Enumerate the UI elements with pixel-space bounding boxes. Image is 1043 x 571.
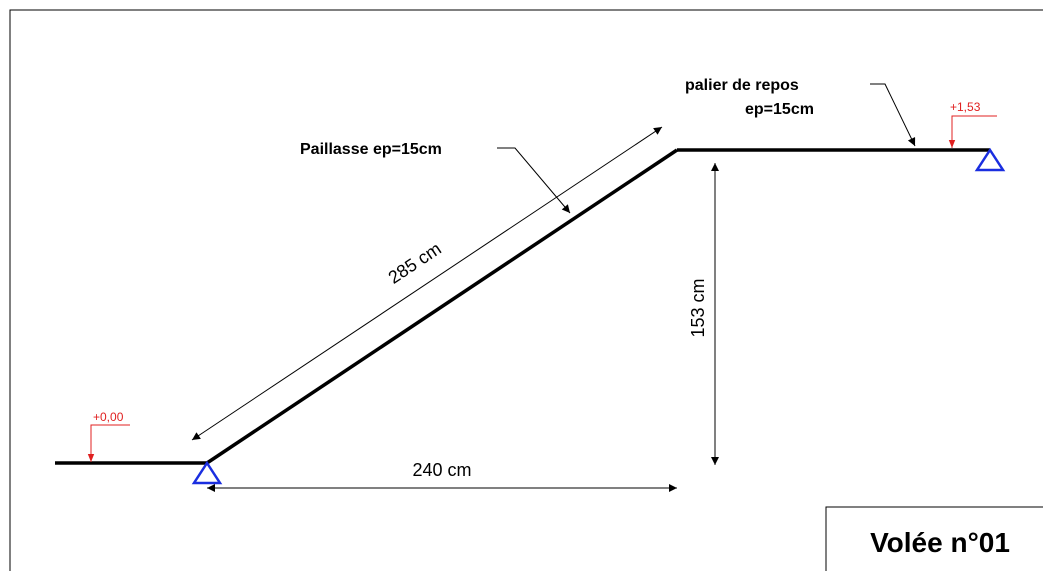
stair-profile [55, 148, 990, 465]
length-label: 285 cm [385, 238, 445, 287]
flight-label: Paillasse ep=15cm [300, 141, 442, 158]
title-box [825, 506, 1043, 571]
level-label: +1,53 [950, 100, 981, 114]
landing-label: palier de repos [685, 77, 799, 94]
level-label: +0,00 [93, 410, 124, 424]
frame [9, 9, 1043, 571]
level-markers [87, 115, 997, 462]
support-right [974, 147, 1006, 172]
dimension-lines [191, 126, 719, 492]
support-left [191, 460, 223, 485]
span-label: 240 cm [412, 460, 471, 480]
title: Volée n°01 [870, 527, 1010, 558]
leaders [497, 83, 916, 214]
height-label: 153 cm [688, 278, 708, 337]
landing-label: ep=15cm [745, 101, 814, 118]
